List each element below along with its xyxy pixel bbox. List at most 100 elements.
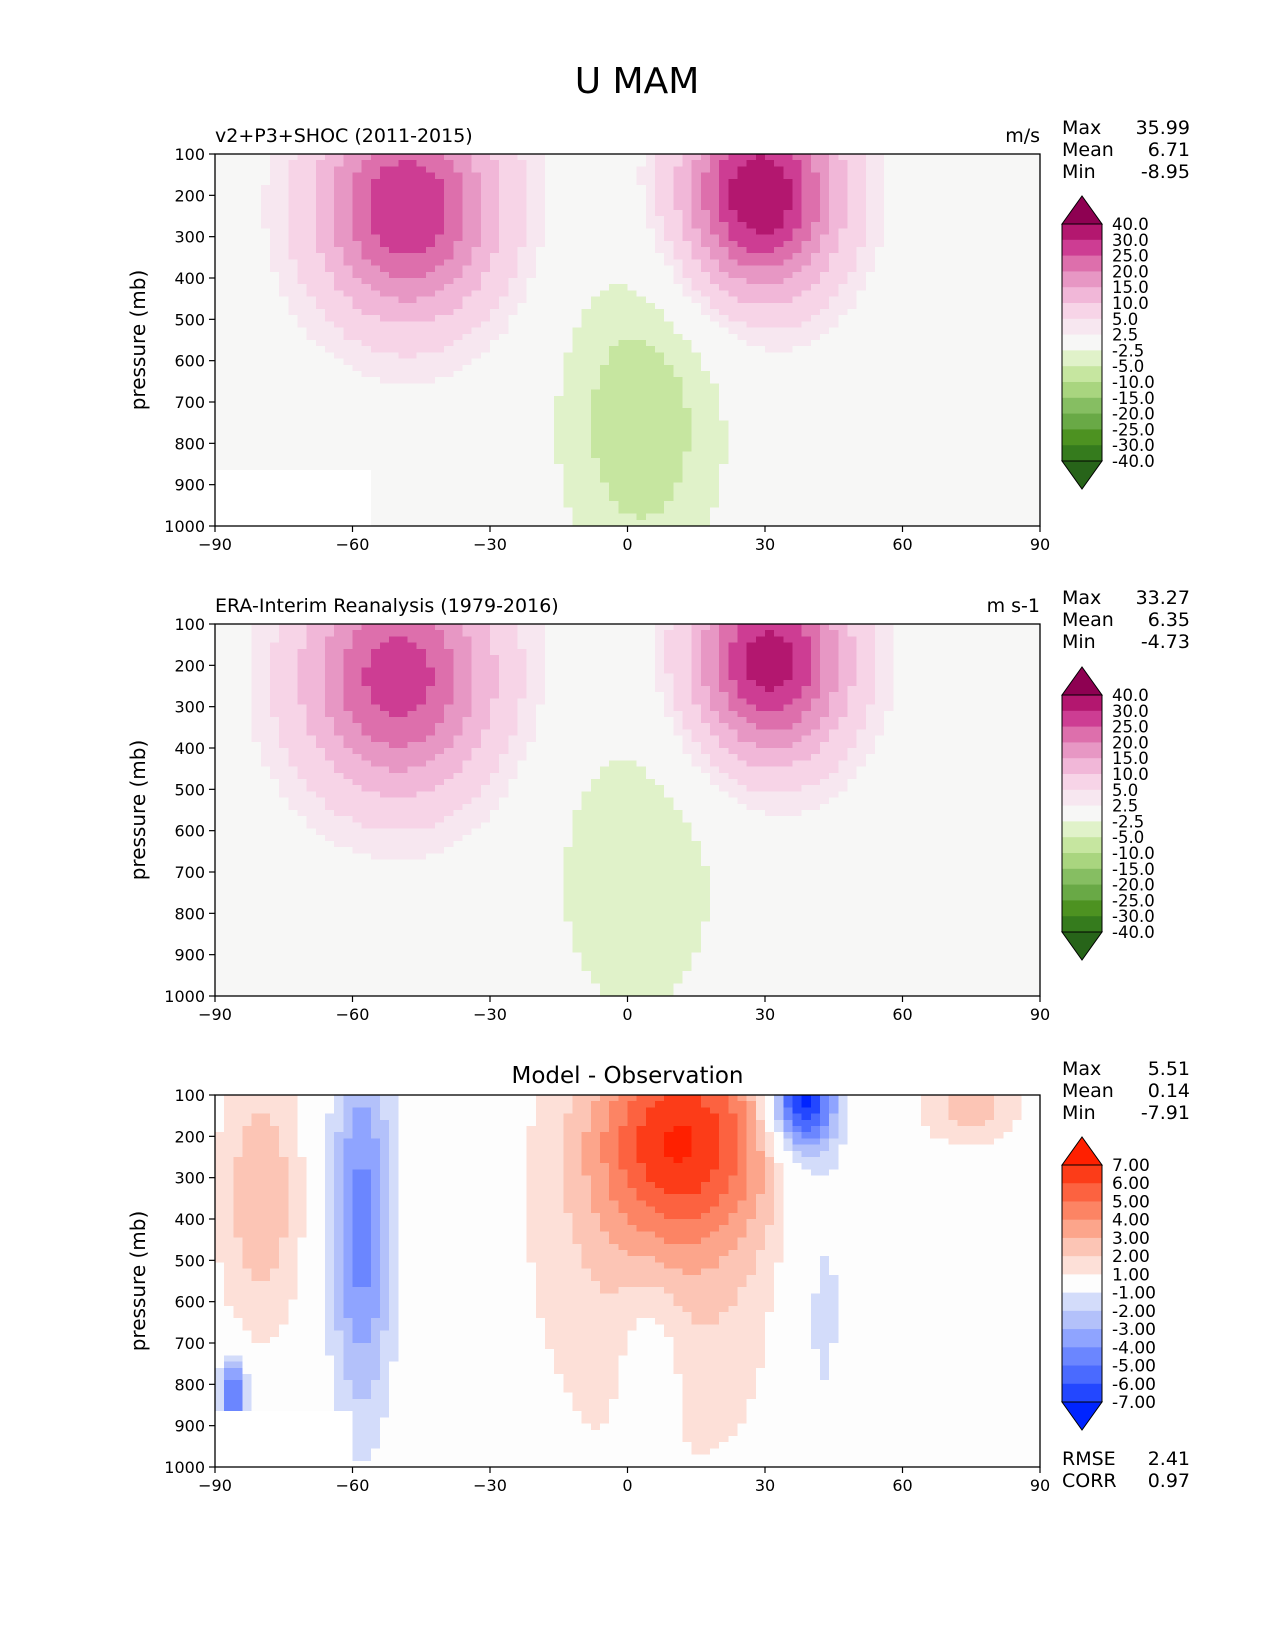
field-cell bbox=[526, 315, 537, 322]
field-cell bbox=[645, 383, 656, 391]
field-cell bbox=[288, 216, 299, 223]
field-cell bbox=[380, 488, 390, 496]
field-cell bbox=[930, 377, 940, 384]
field-cell bbox=[334, 439, 344, 446]
field-cell bbox=[224, 234, 234, 242]
field-cell bbox=[471, 284, 482, 291]
field-cell bbox=[526, 166, 537, 174]
field-cell bbox=[856, 296, 867, 304]
field-cell bbox=[838, 420, 849, 428]
field-cell bbox=[655, 290, 665, 298]
field-cell bbox=[508, 395, 519, 403]
field-cell bbox=[251, 495, 262, 502]
field-cell bbox=[893, 197, 904, 205]
field-cell bbox=[334, 352, 344, 360]
field-cell bbox=[215, 216, 225, 223]
field-cell bbox=[645, 321, 656, 329]
field-cell bbox=[380, 420, 390, 428]
field-cell bbox=[242, 222, 253, 229]
field-cell bbox=[380, 309, 390, 316]
field-cell bbox=[1030, 408, 1041, 415]
field-cell bbox=[215, 364, 225, 372]
field-cell bbox=[856, 476, 867, 484]
field-cell bbox=[260, 209, 271, 217]
field-cell bbox=[966, 203, 977, 211]
field-cell bbox=[884, 185, 894, 192]
field-cell bbox=[407, 457, 418, 465]
field-cell bbox=[994, 488, 1004, 496]
field-cell bbox=[783, 470, 794, 477]
field-cell bbox=[645, 414, 656, 422]
field-cell bbox=[407, 451, 418, 459]
field-cell bbox=[700, 302, 711, 310]
field-cell bbox=[315, 185, 326, 192]
field-cell bbox=[554, 420, 564, 428]
field-cell bbox=[462, 234, 473, 242]
field-cell bbox=[526, 191, 537, 198]
field-cell bbox=[260, 228, 271, 236]
field-cell bbox=[829, 203, 839, 211]
field-cell bbox=[838, 240, 849, 248]
field-cell bbox=[389, 445, 399, 453]
field-cell bbox=[343, 278, 354, 285]
field-cell bbox=[792, 408, 803, 415]
field-cell bbox=[462, 395, 473, 403]
field-cell bbox=[581, 203, 592, 211]
field-cell bbox=[563, 352, 574, 360]
field-cell bbox=[398, 290, 409, 298]
field-cell bbox=[416, 166, 427, 174]
field-cell bbox=[270, 191, 280, 198]
field-cell bbox=[297, 284, 308, 291]
field-cell bbox=[416, 433, 427, 440]
field-cell bbox=[609, 451, 619, 459]
field-cell bbox=[462, 321, 473, 329]
field-cell bbox=[279, 247, 289, 254]
field-cell bbox=[939, 457, 949, 465]
field-cell bbox=[590, 383, 601, 391]
field-cell bbox=[508, 191, 519, 198]
field-cell bbox=[416, 402, 427, 409]
field-cell bbox=[673, 209, 684, 217]
field-cell bbox=[535, 302, 546, 310]
field-cell bbox=[728, 203, 739, 211]
field-cell bbox=[691, 408, 702, 415]
field-cell bbox=[911, 290, 922, 298]
field-cell bbox=[691, 160, 702, 167]
field-cell bbox=[306, 333, 317, 341]
field-cell bbox=[746, 166, 757, 174]
field-cell bbox=[572, 358, 583, 366]
field-cell bbox=[691, 420, 702, 428]
field-cell bbox=[535, 439, 546, 446]
field-cell bbox=[508, 476, 519, 484]
field-cell bbox=[618, 383, 629, 391]
field-cell bbox=[233, 433, 244, 440]
field-cell bbox=[948, 352, 959, 360]
field-cell bbox=[765, 358, 775, 366]
field-cell bbox=[609, 408, 619, 415]
field-cell bbox=[682, 457, 693, 465]
field-cell bbox=[774, 259, 784, 267]
field-cell bbox=[801, 340, 812, 347]
field-cell bbox=[288, 333, 299, 341]
field-cell bbox=[508, 315, 519, 322]
field-cell bbox=[710, 234, 720, 242]
field-cell bbox=[380, 253, 390, 260]
field-cell bbox=[655, 333, 665, 341]
field-cell bbox=[948, 191, 959, 198]
field-cell bbox=[884, 296, 894, 304]
field-cell bbox=[673, 265, 684, 273]
field-cell bbox=[389, 271, 399, 279]
field-cell bbox=[1003, 470, 1014, 477]
field-cell bbox=[288, 371, 299, 378]
field-cell bbox=[636, 253, 647, 260]
field-cell bbox=[792, 209, 803, 217]
field-cell bbox=[957, 240, 968, 248]
field-cell bbox=[655, 315, 665, 322]
field-cell bbox=[517, 271, 528, 279]
field-cell bbox=[288, 495, 299, 502]
field-cell bbox=[783, 259, 794, 267]
field-cell bbox=[490, 209, 500, 217]
field-cell bbox=[1021, 358, 1032, 366]
field-cell bbox=[453, 352, 464, 360]
field-cell bbox=[783, 482, 794, 490]
